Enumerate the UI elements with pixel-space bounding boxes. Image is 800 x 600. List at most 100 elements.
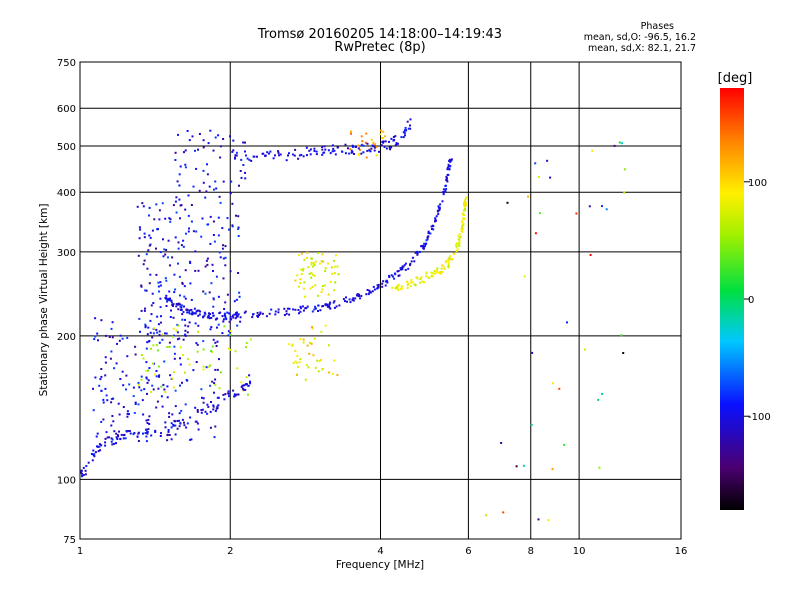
echo-point xyxy=(336,265,339,268)
echo-point xyxy=(373,149,376,152)
echo-point xyxy=(247,393,249,396)
echo-point xyxy=(399,268,402,271)
echo-point xyxy=(111,321,114,324)
echo-point xyxy=(300,153,303,156)
echo-point xyxy=(209,364,212,367)
echo-point xyxy=(359,148,361,151)
echo-point xyxy=(356,294,359,297)
echo-point xyxy=(206,403,209,406)
echo-point xyxy=(172,316,175,319)
y-tick-label: 200 xyxy=(57,332,76,343)
echo-point xyxy=(584,348,586,351)
echo-point xyxy=(211,263,214,266)
echo-point xyxy=(382,280,385,283)
echo-point xyxy=(185,426,188,429)
echo-point xyxy=(157,349,160,352)
echo-point xyxy=(200,409,203,411)
echo-point xyxy=(208,312,210,315)
echo-point xyxy=(313,147,316,150)
echo-point xyxy=(222,277,225,280)
echo-point xyxy=(222,257,225,260)
echo-point xyxy=(397,274,400,277)
echo-point xyxy=(93,453,96,456)
echo-point xyxy=(455,246,458,249)
echo-point xyxy=(296,274,299,277)
echo-point xyxy=(409,118,412,121)
echo-point xyxy=(217,134,220,137)
echo-point xyxy=(170,422,173,425)
echo-point xyxy=(321,305,324,308)
echo-point xyxy=(211,312,214,315)
echo-point xyxy=(335,305,338,308)
echo-point xyxy=(167,297,170,300)
echo-point xyxy=(213,188,215,191)
echo-point xyxy=(300,273,303,275)
echo-point xyxy=(215,275,218,278)
echo-point xyxy=(227,330,230,333)
echo-point xyxy=(156,400,159,403)
echo-point xyxy=(294,279,297,282)
echo-point xyxy=(144,323,147,326)
echo-point xyxy=(133,432,136,434)
colorbar-tick-label: 100 xyxy=(748,178,767,189)
echo-point xyxy=(176,303,179,305)
echo-point xyxy=(157,387,160,390)
echo-point xyxy=(317,294,320,297)
echo-point xyxy=(152,344,155,347)
echo-point xyxy=(152,302,155,304)
echo-point xyxy=(278,154,280,157)
echo-point xyxy=(169,316,172,318)
echo-point xyxy=(350,149,353,152)
echo-point xyxy=(126,410,129,413)
echo-point xyxy=(232,149,235,152)
echo-point xyxy=(249,380,251,383)
echo-point xyxy=(223,308,226,310)
echo-point xyxy=(200,235,203,238)
echo-point xyxy=(549,176,552,179)
echo-point xyxy=(449,255,452,258)
echo-point xyxy=(455,242,458,245)
y-tick-label: 75 xyxy=(63,535,76,546)
echo-point xyxy=(332,301,335,304)
echo-point xyxy=(463,201,466,204)
echo-point xyxy=(184,334,187,337)
echo-point xyxy=(349,301,352,304)
echo-point xyxy=(148,423,151,425)
echo-point xyxy=(391,286,394,289)
echo-point xyxy=(167,239,170,242)
echo-point xyxy=(274,313,277,316)
echo-point xyxy=(324,324,327,327)
echo-point xyxy=(179,363,182,366)
echo-point xyxy=(345,296,347,299)
echo-point xyxy=(272,157,275,160)
y-tick-label: 300 xyxy=(57,248,76,259)
echo-point xyxy=(145,376,148,379)
echo-point xyxy=(292,308,295,311)
echo-point xyxy=(416,252,419,255)
echo-point xyxy=(224,393,227,396)
echo-point xyxy=(334,153,337,156)
echo-point xyxy=(308,352,311,355)
echo-point xyxy=(98,443,101,446)
echo-point xyxy=(112,397,115,400)
echo-point xyxy=(552,382,555,385)
echo-point xyxy=(377,283,380,286)
echo-point xyxy=(422,246,425,249)
echo-point xyxy=(105,334,107,337)
echo-point xyxy=(310,261,313,264)
echo-point xyxy=(259,311,262,314)
echo-point xyxy=(161,405,164,408)
echo-point xyxy=(314,260,317,263)
echo-point xyxy=(397,289,400,292)
echo-point xyxy=(205,259,208,262)
echo-point xyxy=(148,234,151,237)
echo-point xyxy=(446,166,449,169)
echo-point xyxy=(209,215,212,218)
echo-point xyxy=(310,342,313,345)
echo-point xyxy=(316,359,319,362)
echo-point xyxy=(245,346,247,349)
echo-point xyxy=(227,390,230,393)
echo-point xyxy=(324,267,327,270)
echo-point xyxy=(449,165,452,168)
echo-point xyxy=(332,372,334,375)
